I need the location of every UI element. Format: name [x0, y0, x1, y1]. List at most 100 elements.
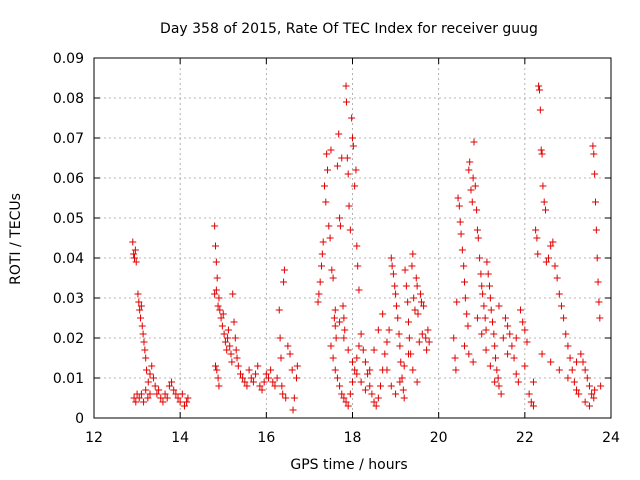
- data-point: [372, 402, 380, 410]
- data-point: [318, 250, 326, 258]
- data-point: [400, 362, 408, 370]
- data-point: [340, 334, 348, 342]
- data-point: [351, 182, 359, 190]
- data-point: [594, 278, 602, 286]
- data-point: [366, 366, 374, 374]
- data-point: [141, 346, 149, 354]
- data-point: [280, 278, 288, 286]
- data-point: [519, 318, 527, 326]
- data-point: [523, 338, 531, 346]
- data-point: [534, 250, 542, 258]
- data-point: [132, 398, 140, 406]
- data-point: [495, 382, 503, 390]
- x-tick-label: 24: [602, 430, 620, 446]
- data-point: [176, 398, 184, 406]
- data-point: [529, 378, 537, 386]
- data-point: [183, 398, 191, 406]
- data-point: [361, 358, 369, 366]
- data-point: [359, 346, 367, 354]
- data-point: [487, 306, 495, 314]
- data-point: [585, 402, 593, 410]
- data-point: [315, 290, 323, 298]
- data-point: [316, 278, 324, 286]
- data-point: [389, 270, 397, 278]
- data-point: [467, 186, 475, 194]
- data-point: [370, 346, 378, 354]
- data-point: [269, 378, 277, 386]
- data-point: [385, 326, 393, 334]
- data-point: [395, 330, 403, 338]
- data-point: [332, 334, 340, 342]
- data-point: [396, 342, 404, 350]
- data-point: [279, 390, 287, 398]
- x-axis-label: GPS time / hours: [290, 457, 407, 473]
- data-point: [537, 146, 545, 154]
- data-point: [213, 366, 221, 374]
- data-point: [394, 314, 402, 322]
- data-point: [146, 370, 154, 378]
- data-point: [172, 390, 180, 398]
- data-point: [153, 390, 161, 398]
- data-point: [533, 234, 541, 242]
- data-point: [144, 394, 152, 402]
- data-point: [465, 350, 473, 358]
- data-point: [342, 82, 350, 90]
- data-point: [137, 302, 145, 310]
- data-point: [504, 322, 512, 330]
- data-point: [211, 242, 219, 250]
- data-point: [477, 270, 485, 278]
- data-point: [381, 350, 389, 358]
- data-point: [159, 398, 167, 406]
- data-point: [566, 354, 574, 362]
- data-point: [130, 250, 138, 258]
- data-point: [473, 226, 481, 234]
- y-tick-label: 0.06: [53, 171, 84, 187]
- data-point: [224, 334, 232, 342]
- data-point: [547, 358, 555, 366]
- data-point: [478, 282, 486, 290]
- data-point: [592, 226, 600, 234]
- data-point: [415, 338, 423, 346]
- data-point: [451, 354, 459, 362]
- data-point: [486, 282, 494, 290]
- data-point: [215, 294, 223, 302]
- data-point: [379, 310, 387, 318]
- data-point: [280, 266, 288, 274]
- data-point: [276, 334, 284, 342]
- data-point: [492, 354, 500, 362]
- data-point: [330, 314, 338, 322]
- data-point: [340, 314, 348, 322]
- data-point: [540, 198, 548, 206]
- data-point: [585, 382, 593, 390]
- data-point: [340, 394, 348, 402]
- data-point: [142, 386, 150, 394]
- data-point: [243, 382, 251, 390]
- x-tick-label: 18: [344, 430, 362, 446]
- data-point: [405, 318, 413, 326]
- data-point: [575, 390, 583, 398]
- data-point: [504, 350, 512, 358]
- data-point: [229, 290, 237, 298]
- data-point: [469, 358, 477, 366]
- data-point: [591, 170, 599, 178]
- data-point: [293, 362, 301, 370]
- data-point: [211, 362, 219, 370]
- data-point: [480, 302, 488, 310]
- data-point: [233, 354, 241, 362]
- data-point: [155, 386, 163, 394]
- data-point: [138, 322, 146, 330]
- data-point: [335, 130, 343, 138]
- data-point: [349, 134, 356, 142]
- data-point: [352, 166, 360, 174]
- data-point: [525, 390, 533, 398]
- data-point: [391, 282, 399, 290]
- data-point: [289, 406, 297, 414]
- data-point: [424, 326, 432, 334]
- data-point: [535, 86, 543, 94]
- data-point: [568, 366, 576, 374]
- data-point: [553, 274, 561, 282]
- data-point: [322, 198, 330, 206]
- data-point: [463, 310, 471, 318]
- data-point: [573, 386, 581, 394]
